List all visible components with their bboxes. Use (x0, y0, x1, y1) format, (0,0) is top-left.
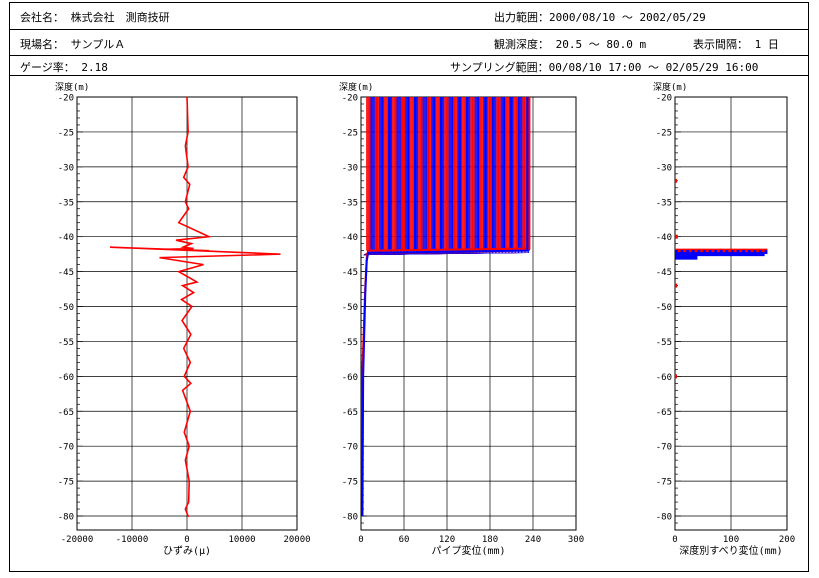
y-tick-label: -25 (342, 128, 358, 138)
y-tick-label: -20 (58, 94, 74, 104)
slip-bar-segment (759, 250, 762, 255)
y-tick-label: -65 (58, 408, 74, 418)
y-tick-label: -65 (342, 408, 358, 418)
strain-series-line (109, 96, 281, 517)
y-tick-label: -40 (342, 233, 358, 243)
slip-bar (675, 252, 765, 257)
y-axis-label: 深度(m) (339, 81, 373, 93)
y-tick-label: -45 (58, 268, 74, 278)
slip-bar-segment (747, 250, 751, 255)
x-tick-label: -10000 (116, 535, 149, 545)
slip-bar-segment (686, 250, 689, 255)
slip-bar-segment (725, 250, 729, 255)
x-tick-label: -20000 (61, 535, 94, 545)
y-tick-label: -20 (656, 94, 672, 104)
y-tick-label: -55 (342, 338, 358, 348)
y-tick-label: -35 (656, 198, 672, 208)
x-tick-label: 120 (439, 535, 455, 545)
slip-bar-segment (697, 250, 701, 255)
header-row-1: 会社名： 株式会社 測商技研 出力範囲：2000/08/10 〜 2002/05… (10, 3, 808, 30)
x-tick-label: 0 (672, 535, 677, 545)
y-tick-label: -70 (58, 443, 74, 453)
slip-bar (675, 234, 678, 239)
x-tick-label: 0 (184, 535, 189, 545)
y-tick-label: -30 (656, 163, 672, 173)
x-tick-label: 0 (358, 535, 363, 545)
y-tick-label: -25 (656, 128, 672, 138)
depth-range: 観測深度： 20.5 〜 80.0 m (494, 38, 647, 51)
y-tick-label: -75 (656, 478, 672, 488)
y-tick-label: -60 (656, 373, 672, 383)
slip-bar-segment (680, 250, 684, 255)
y-tick-label: -50 (656, 303, 672, 313)
slip-bar-segment (675, 250, 678, 255)
y-tick-label: -35 (342, 198, 358, 208)
x-tick-label: 300 (568, 535, 584, 545)
y-tick-label: -45 (656, 268, 672, 278)
y-tick-label: -70 (342, 443, 358, 453)
y-tick-label: -60 (58, 373, 74, 383)
slip-bar-segment (691, 250, 695, 255)
output-range: 出力範囲：2000/08/10 〜 2002/05/29 (494, 11, 706, 24)
y-tick-label: -80 (342, 513, 358, 523)
y-tick-label: -20 (342, 94, 358, 104)
pipe-series-line (361, 97, 529, 517)
slip-bar-segment (764, 250, 768, 255)
x-tick-label: 200 (779, 535, 795, 545)
y-tick-label: -30 (58, 163, 74, 173)
y-axis-label: 深度(m) (653, 81, 687, 93)
y-tick-label: -55 (58, 338, 74, 348)
x-tick-label: 10000 (228, 535, 255, 545)
y-tick-label: -50 (342, 303, 358, 313)
y-tick-label: -55 (656, 338, 672, 348)
y-tick-label: -35 (58, 198, 74, 208)
y-tick-label: -25 (58, 128, 74, 138)
y-tick-label: -80 (656, 513, 672, 523)
slip-bar-segment (719, 250, 723, 255)
x-axis-label: パイプ変位(mm) (431, 544, 505, 557)
x-tick-label: 60 (399, 535, 410, 545)
slip-bar-segment (714, 250, 717, 255)
y-tick-label: -75 (342, 478, 358, 488)
x-tick-label: 240 (525, 535, 541, 545)
y-tick-label: -60 (342, 373, 358, 383)
y-tick-label: -30 (342, 163, 358, 173)
report-frame: 会社名： 株式会社 測商技研 出力範囲：2000/08/10 〜 2002/05… (9, 2, 809, 572)
header-row-3: ゲージ率： 2.18 サンプリング範囲：00/08/10 17:00 〜 02/… (10, 56, 808, 76)
site-name: 現場名： サンプルＡ (20, 38, 126, 51)
slip-bar (675, 283, 678, 288)
y-tick-label: -80 (58, 513, 74, 523)
slip-bar-segment (742, 250, 745, 255)
x-axis-label: ひずみ(μ) (163, 545, 211, 557)
slip-bar (675, 178, 677, 183)
gauge-factor: ゲージ率： 2.18 (20, 61, 108, 74)
pipe-envelope-connector (363, 252, 530, 256)
y-tick-label: -40 (58, 233, 74, 243)
y-tick-label: -75 (58, 478, 74, 488)
slip-bar-segment (753, 250, 757, 255)
x-axis-label: 深度別すべり変位(mm) (679, 544, 782, 557)
slip-bar (675, 374, 677, 379)
slip-bar-segment (731, 250, 734, 255)
y-tick-label: -70 (656, 443, 672, 453)
x-tick-label: 100 (723, 535, 739, 545)
slip-bar-segment (736, 250, 740, 255)
slip-bar-segment (703, 250, 706, 255)
y-tick-label: -40 (656, 233, 672, 243)
display-interval: 表示間隔： 1 日 (693, 38, 779, 51)
x-tick-label: 180 (482, 535, 498, 545)
slip-bar-segment (708, 250, 712, 255)
sampling-range: サンプリング範囲：00/08/10 17:00 〜 02/05/29 16:00 (450, 61, 759, 74)
y-tick-label: -45 (342, 268, 358, 278)
slip-bar (675, 255, 698, 260)
plot-border (674, 96, 788, 531)
header-row-2: 現場名： サンプルＡ 観測深度： 20.5 〜 80.0 m 表示間隔： 1 日 (10, 30, 808, 56)
x-tick-label: 20000 (283, 535, 310, 545)
company-name: 会社名： 株式会社 測商技研 (20, 11, 170, 24)
y-tick-label: -50 (58, 303, 74, 313)
y-axis-label: 深度(m) (55, 81, 89, 93)
y-tick-label: -65 (656, 408, 672, 418)
